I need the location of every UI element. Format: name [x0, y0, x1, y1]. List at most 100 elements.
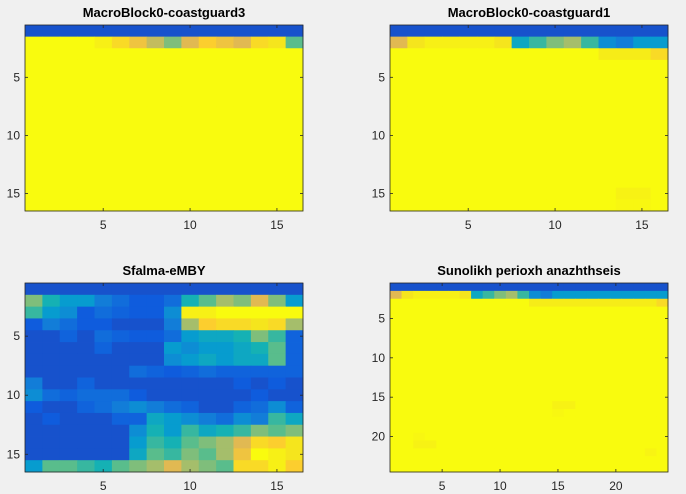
heatmap-cell — [517, 338, 530, 347]
heatmap-cell — [546, 25, 565, 38]
heatmap-cell — [598, 464, 611, 473]
heatmap-cell — [621, 283, 634, 292]
heatmap-cell — [233, 448, 252, 461]
heatmap-cell — [471, 424, 484, 434]
heatmap-cell — [164, 389, 182, 402]
heatmap-cell — [198, 318, 217, 331]
heatmap-cell — [129, 187, 148, 200]
heatmap-cell — [575, 346, 588, 355]
heatmap-cell — [459, 393, 472, 402]
heatmap-cell — [77, 283, 95, 296]
heatmap-cell — [233, 294, 252, 308]
heatmap-cell — [164, 94, 182, 107]
heatmap-cell — [181, 365, 200, 378]
heatmap-cell — [146, 176, 165, 189]
heatmap-cell — [401, 409, 414, 418]
heatmap-cell — [181, 389, 200, 402]
heatmap-cell — [424, 346, 437, 355]
heatmap-cell — [656, 424, 669, 434]
heatmap-cell — [424, 59, 443, 72]
heatmap-cell — [413, 314, 426, 323]
heatmap-cell — [59, 118, 78, 131]
heatmap-cell — [517, 330, 530, 339]
heatmap-cell — [656, 393, 669, 402]
heatmap-cell — [401, 393, 414, 402]
heatmap-cell — [610, 290, 623, 300]
heatmap-cell — [59, 106, 78, 119]
heatmap-cell — [198, 199, 217, 212]
heatmap-cell — [563, 369, 576, 378]
heatmap-cell — [621, 464, 634, 473]
heatmap-cell — [390, 83, 408, 96]
heatmap-cell — [494, 377, 507, 386]
heatmap-cell — [505, 369, 518, 378]
heatmap-cell — [436, 338, 449, 347]
heatmap-cell — [268, 365, 287, 378]
heatmap-cell — [401, 464, 414, 473]
heatmap-cell — [656, 416, 669, 426]
heatmap-cell — [94, 106, 113, 119]
heatmap-cell — [505, 393, 518, 402]
heatmap-cell — [442, 36, 460, 49]
heatmap-cell — [482, 401, 495, 410]
heatmap-cell — [25, 365, 43, 378]
heatmap-cell — [615, 187, 634, 200]
heatmap-cell — [494, 448, 507, 457]
heatmap-cell — [540, 338, 553, 347]
heatmap-cell — [390, 290, 402, 300]
heatmap-cell — [42, 377, 61, 390]
heatmap-cell — [285, 283, 304, 296]
heatmap-cell — [586, 353, 599, 363]
x-tick-label: 15 — [270, 479, 284, 493]
heatmap-cell — [181, 187, 200, 200]
heatmap-cell — [505, 322, 518, 331]
heatmap-cell — [447, 464, 460, 473]
heatmap-cell — [77, 129, 95, 142]
heatmap-cell — [129, 401, 148, 414]
heatmap-cell — [250, 118, 269, 131]
heatmap-cell — [390, 401, 402, 410]
heatmap-cell — [390, 176, 408, 189]
heatmap-cell — [401, 448, 414, 457]
heatmap-cell — [540, 464, 553, 473]
heatmap-cell — [216, 412, 234, 426]
heatmap-cell — [164, 164, 182, 177]
heatmap-cell — [413, 330, 426, 339]
heatmap-cell — [94, 365, 113, 378]
heatmap-cell — [650, 71, 669, 84]
heatmap-cell — [25, 83, 43, 96]
heatmap-cell — [517, 416, 530, 426]
heatmap-cell — [216, 436, 234, 449]
heatmap-cell — [442, 48, 460, 61]
heatmap-cell — [146, 199, 165, 212]
heatmap-cell — [529, 59, 547, 72]
heatmap-cell — [459, 199, 478, 212]
heatmap-cell — [59, 460, 78, 473]
heatmap-cell — [390, 409, 402, 418]
heatmap-cell — [459, 83, 478, 96]
heatmap-panel-3: Sfalma-eMBY 5 10 15 5 10 15 — [7, 263, 304, 493]
x-tick-label: 10 — [183, 218, 197, 232]
heatmap-cell — [598, 199, 617, 212]
heatmap-cell — [390, 448, 402, 457]
heatmap-cell — [164, 294, 182, 308]
heatmap-cell — [459, 129, 478, 142]
heatmap-cell — [482, 424, 495, 434]
heatmap-cell — [471, 361, 484, 371]
heatmap-cell — [476, 129, 495, 142]
heatmap-cell — [447, 416, 460, 426]
heatmap-cell — [459, 164, 478, 177]
heatmap-cell — [407, 187, 426, 200]
heatmap-cell — [494, 118, 513, 131]
heatmap-cell — [25, 187, 43, 200]
heatmap-cell — [575, 432, 588, 441]
heatmap-cell — [598, 456, 611, 465]
heatmap-cell — [285, 342, 304, 355]
heatmap-cell — [494, 440, 507, 449]
heatmap-cell — [575, 377, 588, 386]
heatmap-cell — [511, 94, 530, 107]
heatmap-cell — [581, 83, 599, 96]
heatmap-cell — [216, 353, 234, 367]
heatmap-cell — [505, 464, 518, 473]
heatmap-cell — [459, 94, 478, 107]
